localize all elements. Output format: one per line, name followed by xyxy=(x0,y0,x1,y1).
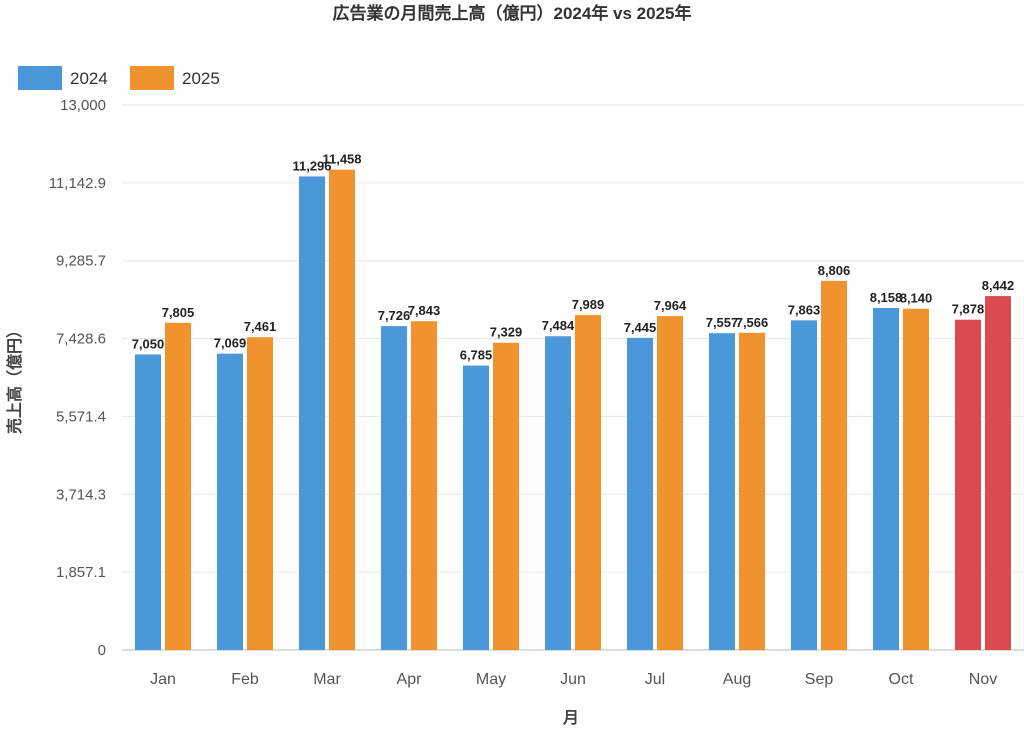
bar-2024-nov[interactable] xyxy=(955,319,981,650)
x-tick-label: Jun xyxy=(560,671,586,688)
bar-2025-jul[interactable] xyxy=(657,316,683,650)
y-tick-label: 7,428.6 xyxy=(56,331,106,348)
bar-2024-jul[interactable] xyxy=(627,337,653,650)
data-label-2024-sep: 7,863 xyxy=(788,302,821,317)
x-tick-label: Aug xyxy=(723,671,751,688)
y-axis-label: 売上高（億円） xyxy=(5,322,24,434)
x-tick-label: Jul xyxy=(645,671,665,688)
bar-2025-sep[interactable] xyxy=(821,280,847,650)
bar-2024-oct[interactable] xyxy=(873,307,899,650)
data-label-2024-aug: 7,557 xyxy=(706,315,739,330)
y-tick-label: 1,857.1 xyxy=(56,564,106,581)
x-tick-label: Oct xyxy=(889,671,914,688)
bar-2025-mar[interactable] xyxy=(329,169,355,650)
chart-title: 広告業の月間売上高（億円）2024年 vs 2025年 xyxy=(333,3,692,23)
bar-2025-jun[interactable] xyxy=(575,315,601,650)
legend-swatch-2024[interactable] xyxy=(18,66,62,90)
legend-swatch-2025[interactable] xyxy=(130,66,174,90)
data-label-2024-jun: 7,484 xyxy=(542,318,575,333)
bar-2024-mar[interactable] xyxy=(299,176,325,650)
bar-2025-feb[interactable] xyxy=(247,337,273,650)
x-tick-label: Feb xyxy=(231,671,259,688)
bar-2024-apr[interactable] xyxy=(381,326,407,650)
data-label-2025-aug: 7,566 xyxy=(736,315,769,330)
y-tick-label: 11,142.9 xyxy=(49,175,106,192)
legend-label-2024[interactable]: 2024 xyxy=(70,69,108,88)
data-label-2024-may: 6,785 xyxy=(460,348,493,363)
y-tick-label: 13,000 xyxy=(60,97,106,114)
data-label-2024-jul: 7,445 xyxy=(624,320,657,335)
x-tick-label: Apr xyxy=(397,671,423,688)
data-label-2024-oct: 8,158 xyxy=(870,290,903,305)
data-label-2024-mar: 11,296 xyxy=(292,158,331,173)
data-label-2025-mar: 11,458 xyxy=(322,152,361,167)
y-tick-label: 5,571.4 xyxy=(56,408,106,425)
y-tick-label: 3,714.3 xyxy=(56,486,106,503)
bar-2025-apr[interactable] xyxy=(411,321,437,650)
bar-2025-oct[interactable] xyxy=(903,308,929,650)
y-tick-label: 0 xyxy=(98,642,106,659)
bar-2024-jan[interactable] xyxy=(135,354,161,650)
bar-2024-may[interactable] xyxy=(463,365,489,650)
legend[interactable]: 2024 2025 xyxy=(18,66,220,90)
x-tick-label: Nov xyxy=(969,671,997,688)
data-label-2025-sep: 8,806 xyxy=(818,263,851,278)
data-label-2025-may: 7,329 xyxy=(490,325,523,340)
data-label-2025-feb: 7,461 xyxy=(244,319,277,334)
x-axis-label: 月 xyxy=(562,709,579,727)
y-tick-label: 9,285.7 xyxy=(56,253,106,270)
legend-label-2025[interactable]: 2025 xyxy=(182,69,220,88)
data-labels: 7,0507,8057,0697,46111,29611,4587,7267,8… xyxy=(132,152,1015,363)
bar-2025-nov[interactable] xyxy=(985,296,1011,650)
x-tick-label: Sep xyxy=(805,671,834,688)
data-label-2025-nov: 8,442 xyxy=(982,278,1015,293)
x-tick-label: Mar xyxy=(313,671,341,688)
bar-2025-may[interactable] xyxy=(493,342,519,650)
bar-2025-aug[interactable] xyxy=(739,332,765,650)
bars xyxy=(135,169,1011,650)
data-label-2025-oct: 8,140 xyxy=(900,291,933,306)
bar-2024-jun[interactable] xyxy=(545,336,571,650)
bar-2024-aug[interactable] xyxy=(709,333,735,650)
data-label-2025-jun: 7,989 xyxy=(572,297,605,312)
bar-2024-sep[interactable] xyxy=(791,320,817,650)
data-label-2024-nov: 7,878 xyxy=(952,302,985,317)
data-label-2025-jul: 7,964 xyxy=(654,298,687,313)
data-label-2024-apr: 7,726 xyxy=(378,308,411,323)
data-label-2024-feb: 7,069 xyxy=(214,336,247,351)
bar-2025-jan[interactable] xyxy=(165,322,191,650)
data-label-2025-jan: 7,805 xyxy=(162,305,195,320)
data-label-2025-apr: 7,843 xyxy=(408,303,441,318)
x-tick-label: Jan xyxy=(150,671,176,688)
bar-2024-feb[interactable] xyxy=(217,353,243,650)
x-tick-label: May xyxy=(476,671,506,688)
data-label-2024-jan: 7,050 xyxy=(132,336,165,351)
